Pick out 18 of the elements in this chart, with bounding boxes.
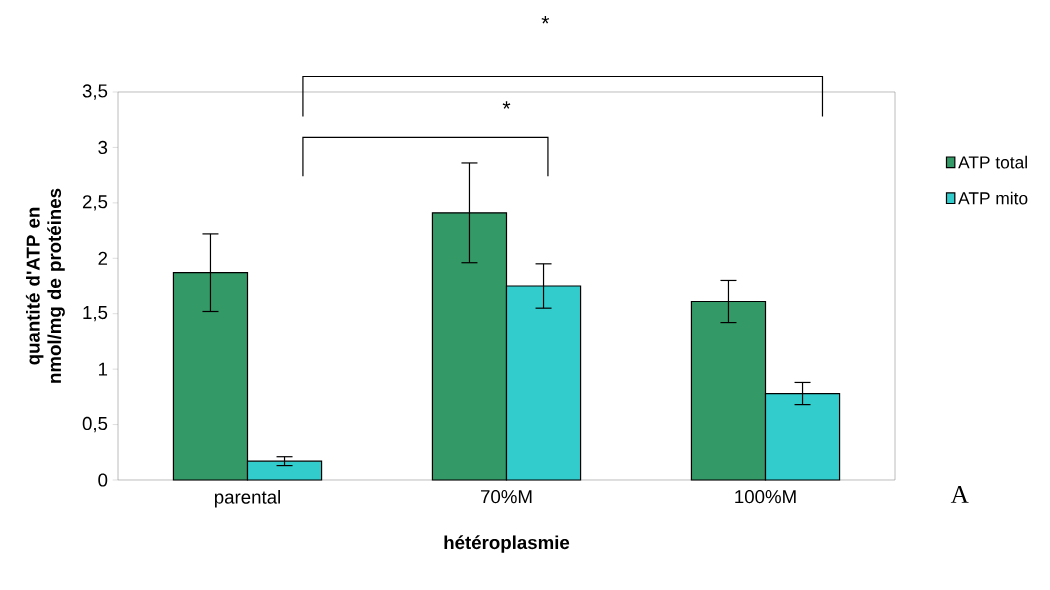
y-tick-label: 2 (98, 251, 108, 265)
x-tick-label: 70%M (481, 490, 532, 504)
x-axis-title: hétéroplasmie (444, 535, 570, 553)
y-axis-title: quantité d'ATP en nmol/mg de protéines (25, 188, 65, 383)
x-tick-label: parental (214, 490, 280, 508)
text: * (541, 15, 550, 24)
y-tick-label: 3 (98, 140, 108, 155)
y-tick-label: 1,5 (83, 306, 108, 322)
legend-label: ATP total (958, 155, 1027, 169)
x-tick-label: 100%M (735, 490, 796, 504)
y-tick-label: 0 (98, 473, 108, 487)
text: A (950, 486, 969, 503)
annotation: * (502, 101, 511, 109)
y-tick-label: 3,5 (82, 84, 108, 100)
y-tick-label: 2,5 (82, 195, 108, 211)
legend-label: ATP mito (958, 191, 1028, 205)
y-tick-label: 1 (99, 362, 108, 376)
y-tick-label: 0,5 (82, 416, 108, 433)
